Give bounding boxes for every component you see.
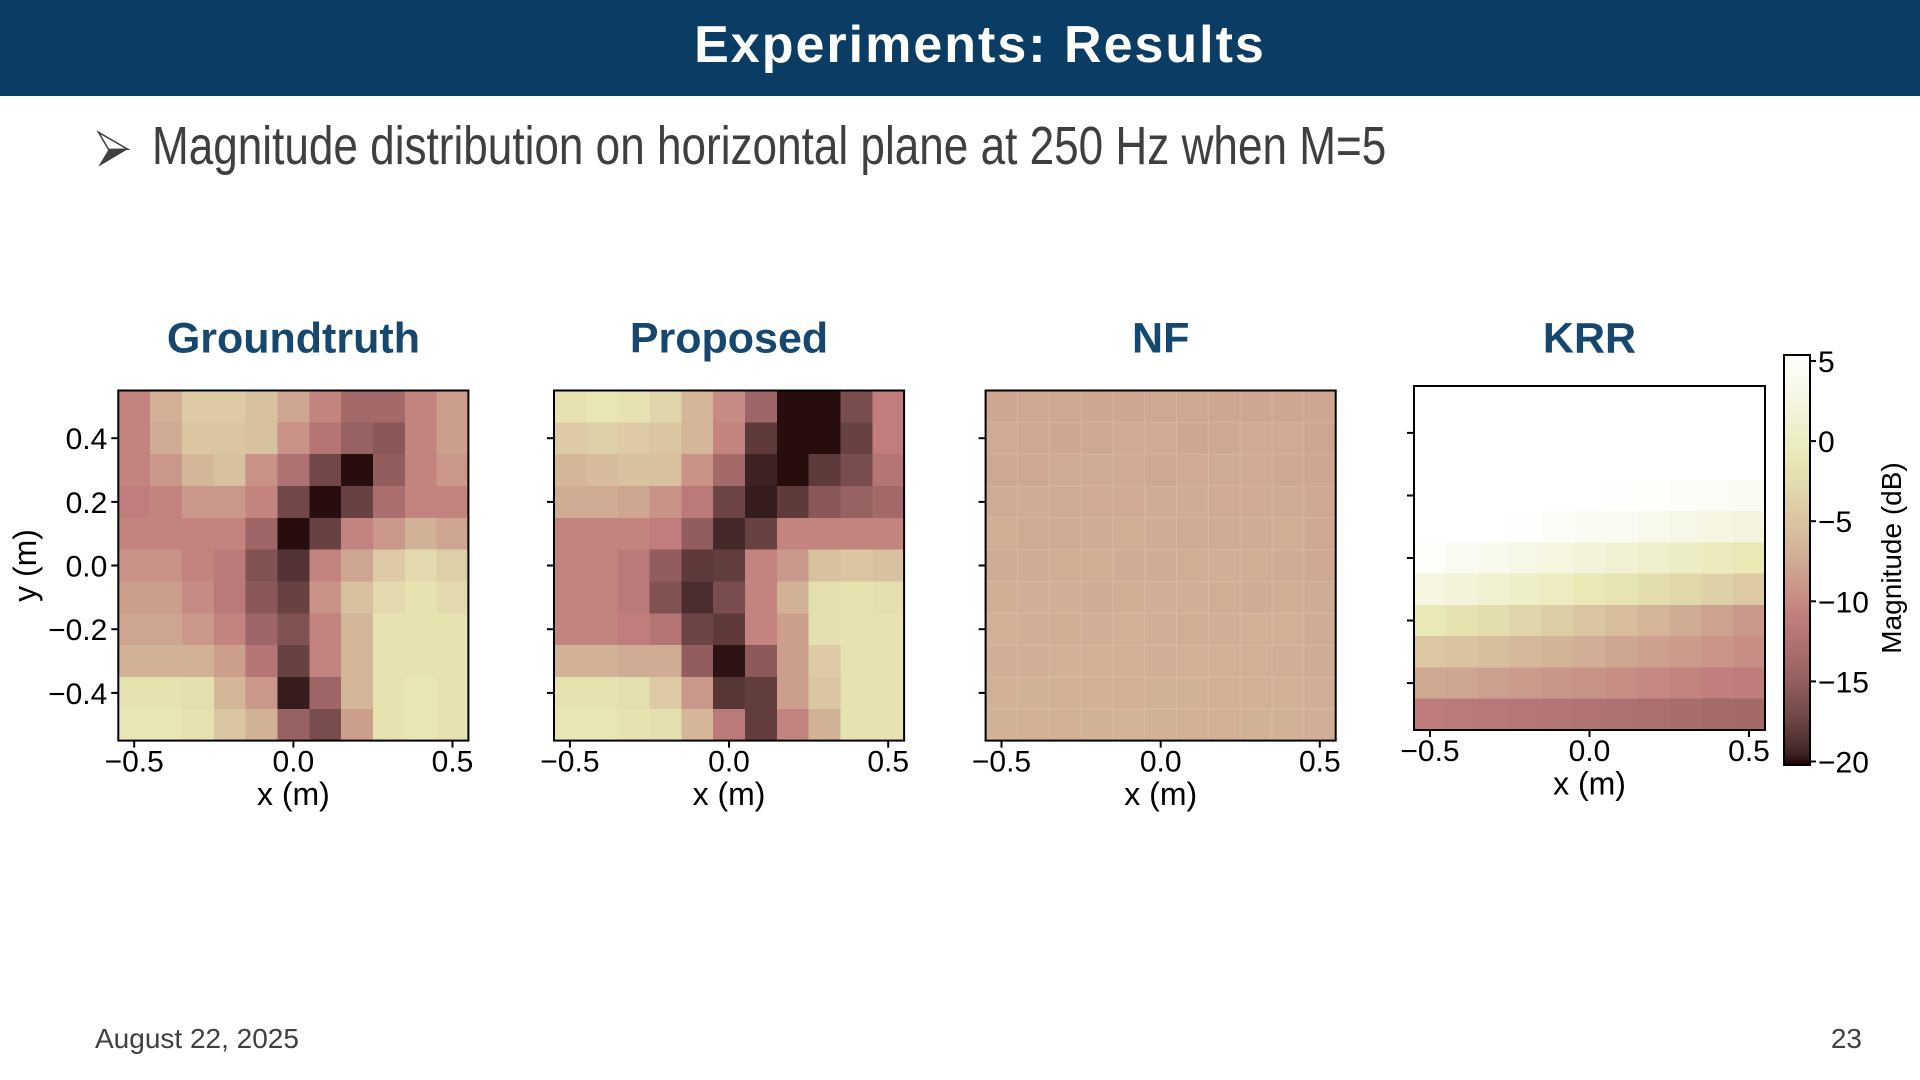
svg-text:−0.5: −0.5: [1400, 735, 1459, 768]
svg-text:0.5: 0.5: [867, 746, 909, 779]
svg-text:x (m): x (m): [257, 776, 330, 812]
svg-text:KRR: KRR: [1543, 315, 1636, 363]
svg-text:0.0: 0.0: [66, 551, 108, 584]
svg-text:−0.2: −0.2: [48, 614, 107, 647]
svg-text:x (m): x (m): [1124, 776, 1197, 812]
svg-text:−15: −15: [1818, 666, 1869, 699]
svg-text:−0.5: −0.5: [105, 746, 164, 779]
svg-text:−0.4: −0.4: [48, 678, 107, 711]
svg-text:0: 0: [1818, 426, 1835, 459]
svg-text:Proposed: Proposed: [630, 315, 828, 363]
svg-text:NF: NF: [1132, 315, 1189, 363]
svg-text:−5: −5: [1818, 506, 1852, 539]
svg-text:0.0: 0.0: [1569, 735, 1611, 768]
svg-text:Groundtruth: Groundtruth: [167, 315, 420, 363]
svg-text:Magnitude (dB): Magnitude (dB): [1876, 462, 1907, 653]
svg-text:−0.5: −0.5: [972, 746, 1031, 779]
svg-text:0.0: 0.0: [273, 746, 315, 779]
svg-text:5: 5: [1818, 346, 1835, 379]
svg-text:0.4: 0.4: [66, 423, 108, 456]
svg-text:x (m): x (m): [693, 776, 766, 812]
svg-text:0.0: 0.0: [708, 746, 750, 779]
svg-text:0.5: 0.5: [1299, 746, 1341, 779]
svg-text:0.5: 0.5: [1728, 735, 1770, 768]
svg-text:−10: −10: [1818, 586, 1869, 619]
svg-text:−0.5: −0.5: [540, 746, 599, 779]
svg-text:0.0: 0.0: [1140, 746, 1182, 779]
svg-text:y (m): y (m): [7, 529, 43, 602]
svg-text:−20: −20: [1818, 747, 1869, 780]
svg-text:0.2: 0.2: [66, 487, 108, 520]
svg-text:0.5: 0.5: [432, 746, 474, 779]
svg-text:x (m): x (m): [1553, 766, 1626, 802]
